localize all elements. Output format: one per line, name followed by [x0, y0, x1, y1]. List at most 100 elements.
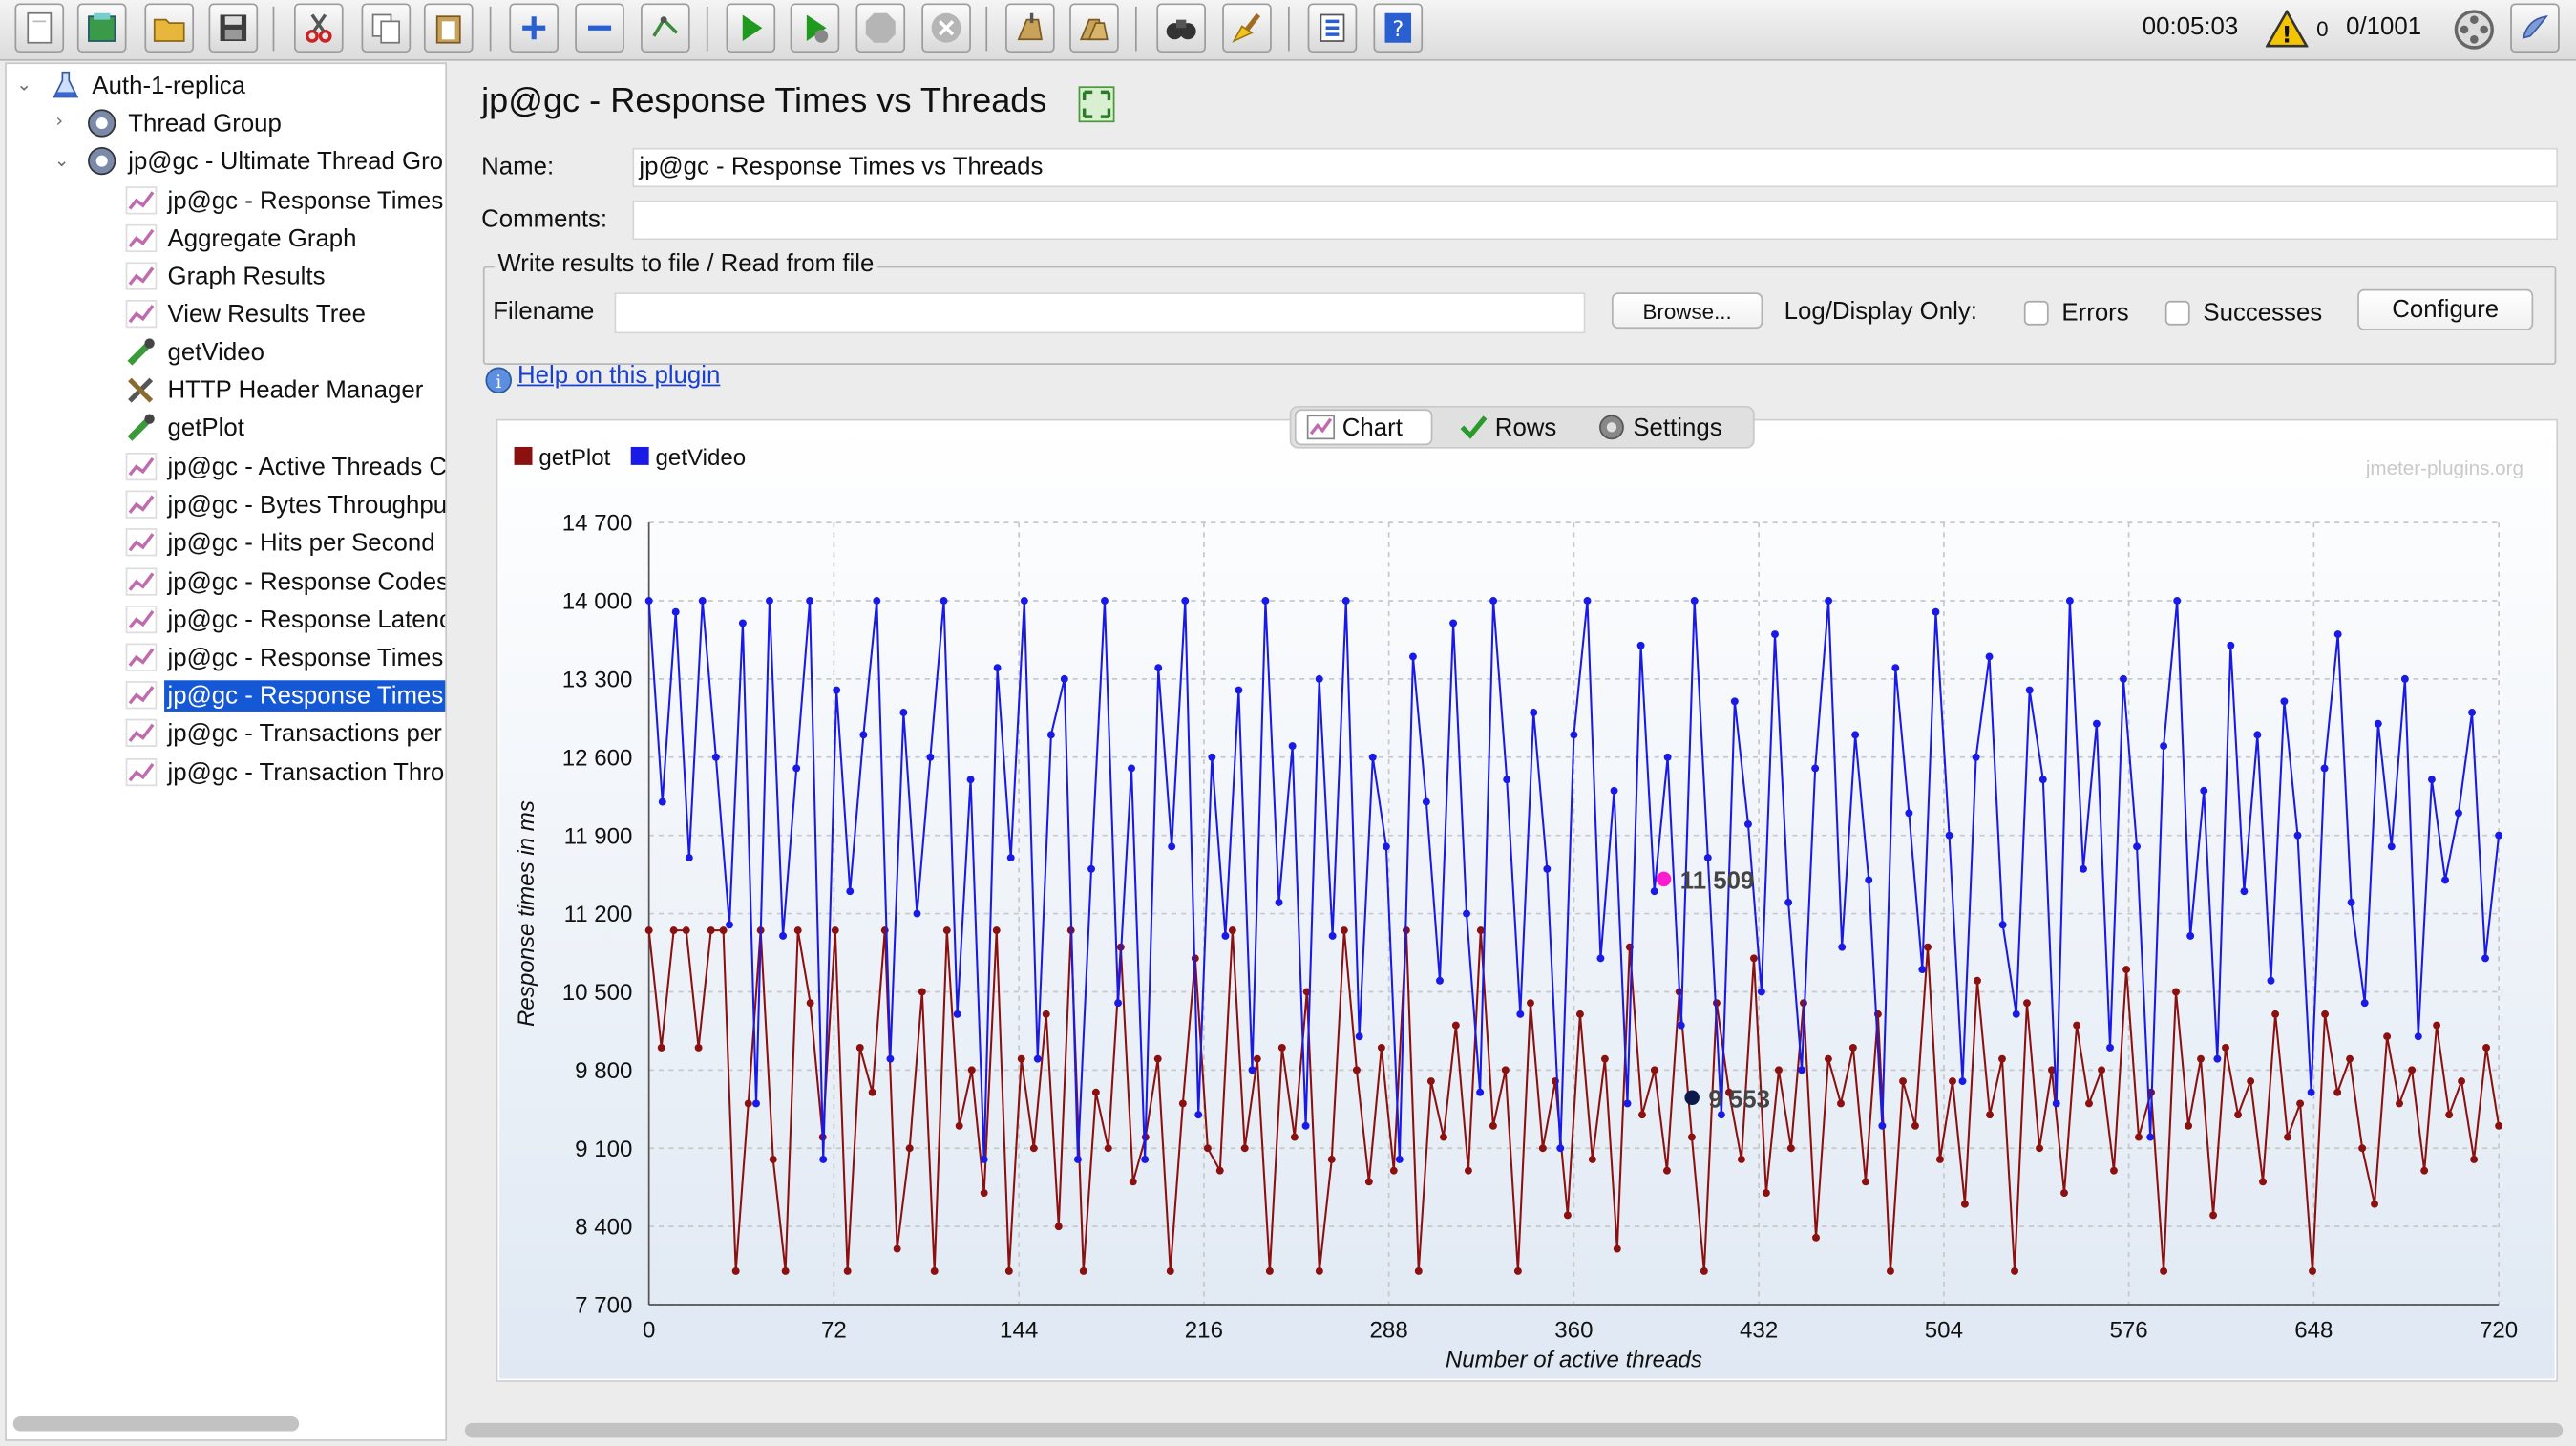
data-point-getvideo [2106, 1044, 2114, 1052]
y-tick-label: 8 400 [575, 1215, 632, 1241]
tree-node-test-plan[interactable]: Auth-1-replica [50, 68, 249, 104]
tree-node-getplot[interactable]: getPlot [125, 409, 248, 445]
log-display-label: Log/Display Only: [1784, 297, 1977, 326]
configure-button[interactable]: Configure [2357, 288, 2534, 330]
data-point-getplot [769, 1155, 777, 1163]
tree-node-response-times-2[interactable]: jp@gc - Response Times [125, 639, 446, 675]
expand-icon[interactable] [1078, 85, 1116, 123]
chart-background [499, 422, 2555, 1379]
tree-node-ultimate-thread-group[interactable]: jp@gc - Ultimate Thread Gro [85, 143, 445, 180]
new-icon[interactable] [14, 3, 65, 53]
reset-search-icon[interactable] [1222, 3, 1272, 53]
function-helper-icon[interactable] [1307, 3, 1358, 53]
data-point-getplot [1364, 1178, 1373, 1186]
graph-icon [125, 605, 158, 634]
tab-settings[interactable]: Settings [1587, 409, 1732, 445]
data-point-getplot [2495, 1121, 2503, 1130]
wrench-icon [128, 377, 154, 403]
stop-icon[interactable] [855, 3, 906, 53]
data-point-getvideo [873, 597, 881, 605]
expand-toggle[interactable]: › [55, 110, 64, 132]
tree-node-transactions-per-second[interactable]: jp@gc - Transactions per [125, 714, 445, 751]
name-field[interactable]: jp@gc - Response Times vs Threads [632, 147, 2559, 188]
tab-chart[interactable]: Chart [1294, 409, 1433, 446]
data-point-getplot [1837, 1099, 1845, 1108]
chart-icon [1306, 415, 1336, 440]
clear-all-icon[interactable] [1069, 3, 1119, 53]
legend-swatch-getplot [514, 446, 533, 465]
collapse-toggle[interactable]: ⌄ [53, 149, 70, 171]
tree-node-getvideo[interactable]: getVideo [125, 333, 268, 370]
x-tick-label: 432 [1740, 1317, 1778, 1343]
panel-horizontal-scrollbar[interactable] [464, 1422, 2564, 1438]
remote-status-icon[interactable] [2453, 9, 2496, 52]
collapse-all-icon[interactable] [575, 3, 624, 53]
data-point-getvideo [2253, 731, 2262, 739]
tree-node-aggregate-graph[interactable]: Aggregate Graph [125, 221, 360, 257]
y-tick-label: 14 700 [562, 511, 633, 537]
data-point-getvideo [1395, 1155, 1404, 1163]
start-no-pauses-icon[interactable] [790, 3, 840, 53]
tree-node-active-threads[interactable]: jp@gc - Active Threads C [125, 449, 445, 485]
data-point-getvideo [2387, 842, 2396, 851]
watermark-text: jmeter-plugins.org [2365, 457, 2523, 479]
data-point-getvideo [940, 597, 948, 605]
tree-node-graph-results[interactable]: Graph Results [125, 258, 328, 294]
warning-count: 0 [2316, 16, 2329, 42]
data-point-getplot [2222, 1044, 2229, 1052]
logger-panel-icon[interactable] [2510, 3, 2560, 53]
open-icon[interactable] [144, 3, 195, 53]
filename-field[interactable] [614, 292, 1586, 334]
save-icon[interactable] [208, 3, 259, 53]
data-point-getvideo [1168, 842, 1176, 851]
search-icon[interactable] [1156, 3, 1206, 53]
templates-icon[interactable] [76, 3, 127, 53]
y-tick-label: 13 300 [562, 667, 633, 692]
data-point-getplot [1762, 1189, 1770, 1198]
file-group-box [482, 266, 2557, 365]
tree-node-transaction-throughput[interactable]: jp@gc - Transaction Thro [125, 755, 446, 791]
tab-rows[interactable]: Rows [1449, 409, 1567, 445]
data-point-getvideo [792, 764, 801, 773]
data-point-getvideo [1985, 652, 1994, 661]
copy-icon[interactable] [361, 3, 412, 53]
successes-checkbox[interactable] [2164, 300, 2190, 326]
tree-node-http-header-manager[interactable]: HTTP Header Manager [125, 372, 427, 408]
data-point-getplot [1104, 1144, 1112, 1153]
comments-field[interactable] [632, 200, 2559, 241]
data-point-getplot [2458, 1077, 2466, 1086]
tab-settings-label: Settings [1633, 413, 1722, 441]
help-link[interactable]: Help on this plugin [517, 361, 721, 390]
tree-node-response-codes[interactable]: jp@gc - Response Codes [125, 564, 445, 600]
tree-node-hits-per-second[interactable]: jp@gc - Hits per Second [125, 524, 438, 561]
browse-button[interactable]: Browse... [1611, 292, 1763, 330]
toggle-icon[interactable] [641, 3, 690, 53]
tree-node-response-latencies[interactable]: jp@gc - Response Latenc [125, 602, 445, 638]
errors-checkbox[interactable] [2023, 300, 2049, 326]
data-point-getvideo [1583, 597, 1592, 605]
help-icon[interactable]: ? [1373, 3, 1424, 53]
data-point-getplot [1315, 1266, 1323, 1275]
clear-icon[interactable] [1005, 3, 1055, 53]
start-icon[interactable] [726, 3, 776, 53]
data-point-getvideo [2414, 1032, 2422, 1041]
tree-node-response-times-1[interactable]: jp@gc - Response Times [125, 182, 446, 219]
data-point-getvideo [2012, 1010, 2020, 1018]
expand-all-icon[interactable] [509, 3, 560, 53]
shutdown-icon[interactable] [921, 3, 971, 53]
tree-node-thread-group[interactable]: Thread Group [85, 105, 285, 141]
tree-node-bytes-throughput[interactable]: jp@gc - Bytes Throughpu [125, 486, 445, 522]
tree-horizontal-scrollbar[interactable] [12, 1416, 300, 1432]
collapse-toggle[interactable]: ⌄ [16, 74, 32, 96]
svg-text:i: i [496, 372, 501, 393]
paste-icon[interactable] [423, 3, 474, 53]
cut-icon[interactable] [293, 3, 344, 53]
tree-node-view-results-tree[interactable]: View Results Tree [125, 296, 370, 332]
data-point-getvideo [1087, 864, 1095, 873]
graph-icon [125, 452, 158, 481]
data-point-getplot [694, 1044, 703, 1052]
graph-icon [125, 681, 158, 710]
warning-icon[interactable]: ! [2265, 10, 2309, 48]
data-point-getplot [1153, 1054, 1162, 1063]
tree-node-response-times-vs-threads[interactable]: jp@gc - Response Times [125, 677, 446, 713]
